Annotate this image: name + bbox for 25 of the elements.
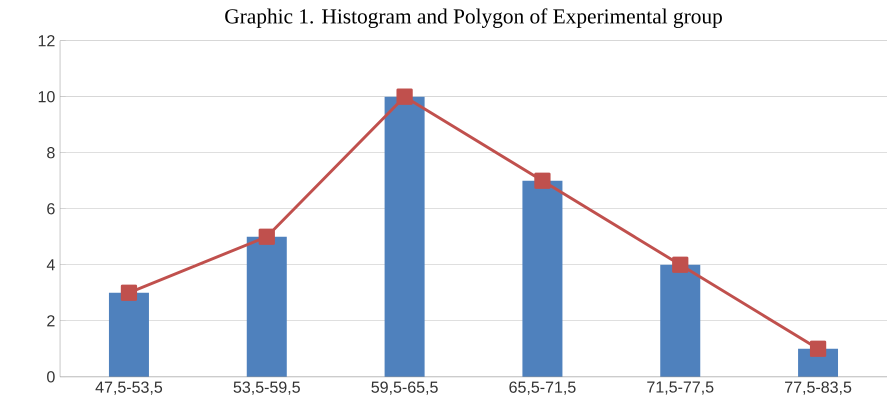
- bar: [384, 96, 425, 377]
- point: [534, 172, 551, 189]
- y-tick-label: 12: [38, 35, 55, 46]
- y-tick-label: 10: [38, 90, 55, 102]
- point: [672, 256, 688, 273]
- x-tick-label: 71,5-77,5: [647, 381, 714, 395]
- point: [396, 88, 413, 105]
- point: [258, 228, 275, 245]
- bar: [660, 264, 700, 377]
- x-tick-label: 53,5-59,5: [234, 381, 300, 395]
- y-tick-label: 4: [46, 259, 55, 270]
- x-tick-label: 77,5-83,5: [785, 381, 852, 395]
- y-tick-label: 6: [47, 203, 55, 214]
- bar: [522, 180, 562, 377]
- chart-title: Graphic 1. Histogram and Polygon of Experimental group: [225, 8, 722, 28]
- bar: [246, 236, 287, 377]
- x-tick-label: 65,5-71,5: [509, 381, 576, 395]
- point: [810, 340, 826, 357]
- y-tick-label: 0: [47, 371, 55, 382]
- bar: [108, 292, 149, 377]
- y-tick-label: 8: [47, 146, 55, 158]
- y-tick-label: 2: [47, 315, 55, 326]
- x-tick-label: 47,5-53,5: [96, 381, 162, 395]
- point: [120, 284, 138, 301]
- x-tick-label: 59,5-65,5: [371, 381, 438, 395]
